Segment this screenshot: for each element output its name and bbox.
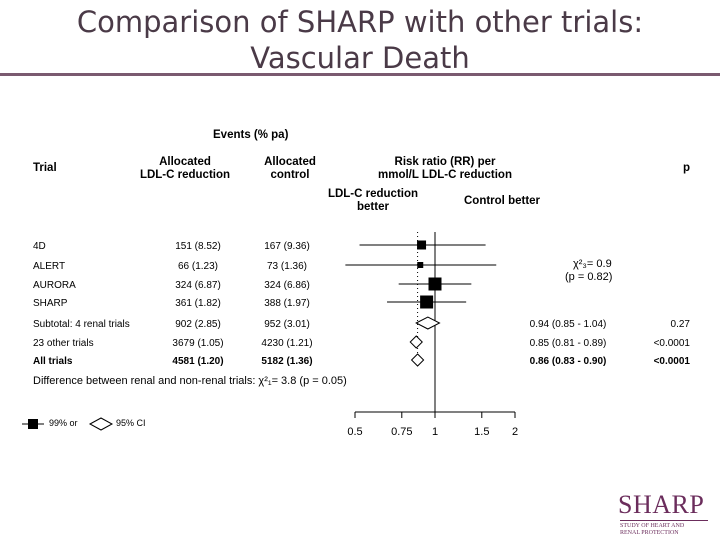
row-control-events: 4230 (1.21) bbox=[261, 338, 312, 349]
sharp-logo: SHARP STUDY OF HEART AND RENAL PROTECTIO… bbox=[618, 490, 718, 537]
p-header: p bbox=[683, 162, 691, 174]
row-trial-label: All trials bbox=[33, 356, 73, 367]
x-tick-label: 0.75 bbox=[391, 426, 412, 438]
row-control-events: 167 (9.36) bbox=[264, 241, 310, 252]
row-trial-label: 23 other trials bbox=[33, 338, 94, 349]
row-control-events: 952 (3.01) bbox=[264, 319, 310, 330]
row-treat-events: 3679 (1.05) bbox=[172, 338, 223, 349]
row-p-value: 0.27 bbox=[671, 319, 691, 330]
control-better-label: Control better bbox=[464, 195, 541, 207]
logo-line-2: RENAL PROTECTION bbox=[620, 530, 679, 536]
heterogeneity-p: (p = 0.82) bbox=[565, 271, 613, 283]
row-point-square bbox=[417, 240, 427, 250]
legend-square-icon bbox=[28, 419, 38, 429]
title-rule bbox=[0, 73, 720, 76]
row-ci-text: 0.86 (0.83 - 0.90) bbox=[530, 356, 607, 367]
trial-header: Trial bbox=[33, 162, 57, 174]
slide-title: Comparison of SHARP with other trials: V… bbox=[0, 4, 720, 76]
legend-diamond-icon bbox=[88, 417, 114, 431]
difference-note: Difference between renal and non-renal t… bbox=[33, 375, 347, 387]
allocated-ldl-header: Allocated LDL-C reduction bbox=[139, 156, 231, 181]
events-header: Events (% pa) bbox=[213, 129, 289, 141]
allocated-control-header: Allocated control bbox=[264, 156, 316, 181]
row-treat-events: 324 (6.87) bbox=[175, 280, 221, 291]
row-point-square bbox=[420, 295, 434, 309]
legend-99ci-label: 99% or bbox=[49, 418, 78, 428]
heterogeneity-chi: χ²₃= 0.9 bbox=[573, 258, 612, 270]
row-treat-events: 151 (8.52) bbox=[175, 241, 221, 252]
x-tick-label: 1.5 bbox=[474, 426, 489, 438]
row-point-square bbox=[417, 262, 424, 268]
row-treat-events: 4581 (1.20) bbox=[172, 356, 223, 367]
row-treat-events: 66 (1.23) bbox=[178, 261, 218, 272]
row-point-square bbox=[428, 277, 442, 291]
row-ci-text: 0.94 (0.85 - 1.04) bbox=[530, 319, 607, 330]
ldl-better-label: LDL-C reduction better bbox=[327, 188, 419, 213]
row-trial-label: SHARP bbox=[33, 298, 68, 309]
row-control-events: 388 (1.97) bbox=[264, 298, 310, 309]
row-trial-label: AURORA bbox=[33, 280, 76, 291]
x-tick-label: 2 bbox=[512, 426, 518, 438]
row-ci-text: 0.85 (0.81 - 0.89) bbox=[530, 338, 607, 349]
x-tick-label: 0.5 bbox=[347, 426, 362, 438]
logo-line-1: STUDY OF HEART AND bbox=[620, 523, 685, 529]
row-p-value: <0.0001 bbox=[654, 356, 691, 367]
risk-ratio-header: Risk ratio (RR) per mmol/L LDL-C reducti… bbox=[378, 156, 512, 181]
row-treat-events: 902 (2.85) bbox=[175, 319, 221, 330]
row-diamond bbox=[415, 316, 441, 330]
row-diamond bbox=[409, 335, 423, 349]
row-treat-events: 361 (1.82) bbox=[175, 298, 221, 309]
title-line-1: Comparison of SHARP with other trials: bbox=[76, 5, 644, 39]
title-line-2: Vascular Death bbox=[250, 41, 470, 75]
row-trial-label: Subtotal: 4 renal trials bbox=[33, 319, 130, 330]
logo-word: SHARP bbox=[618, 490, 705, 519]
row-control-events: 324 (6.86) bbox=[264, 280, 310, 291]
logo-subtitle: STUDY OF HEART AND RENAL PROTECTION bbox=[620, 520, 708, 537]
x-tick-label: 1 bbox=[432, 426, 438, 438]
row-diamond bbox=[410, 353, 425, 367]
row-trial-label: ALERT bbox=[33, 261, 65, 272]
row-control-events: 73 (1.36) bbox=[267, 261, 307, 272]
row-trial-label: 4D bbox=[33, 241, 46, 252]
row-p-value: <0.0001 bbox=[654, 338, 691, 349]
legend-95ci-label: 95% CI bbox=[116, 418, 146, 428]
row-control-events: 5182 (1.36) bbox=[261, 356, 312, 367]
